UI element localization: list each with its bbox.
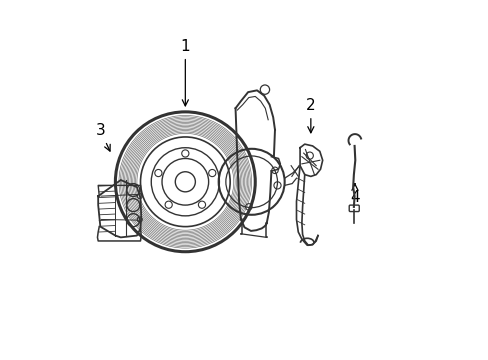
Text: 4: 4 [349,184,359,204]
Text: 2: 2 [305,98,315,133]
Text: 1: 1 [180,39,190,106]
Text: 3: 3 [95,123,110,151]
Circle shape [175,172,195,192]
